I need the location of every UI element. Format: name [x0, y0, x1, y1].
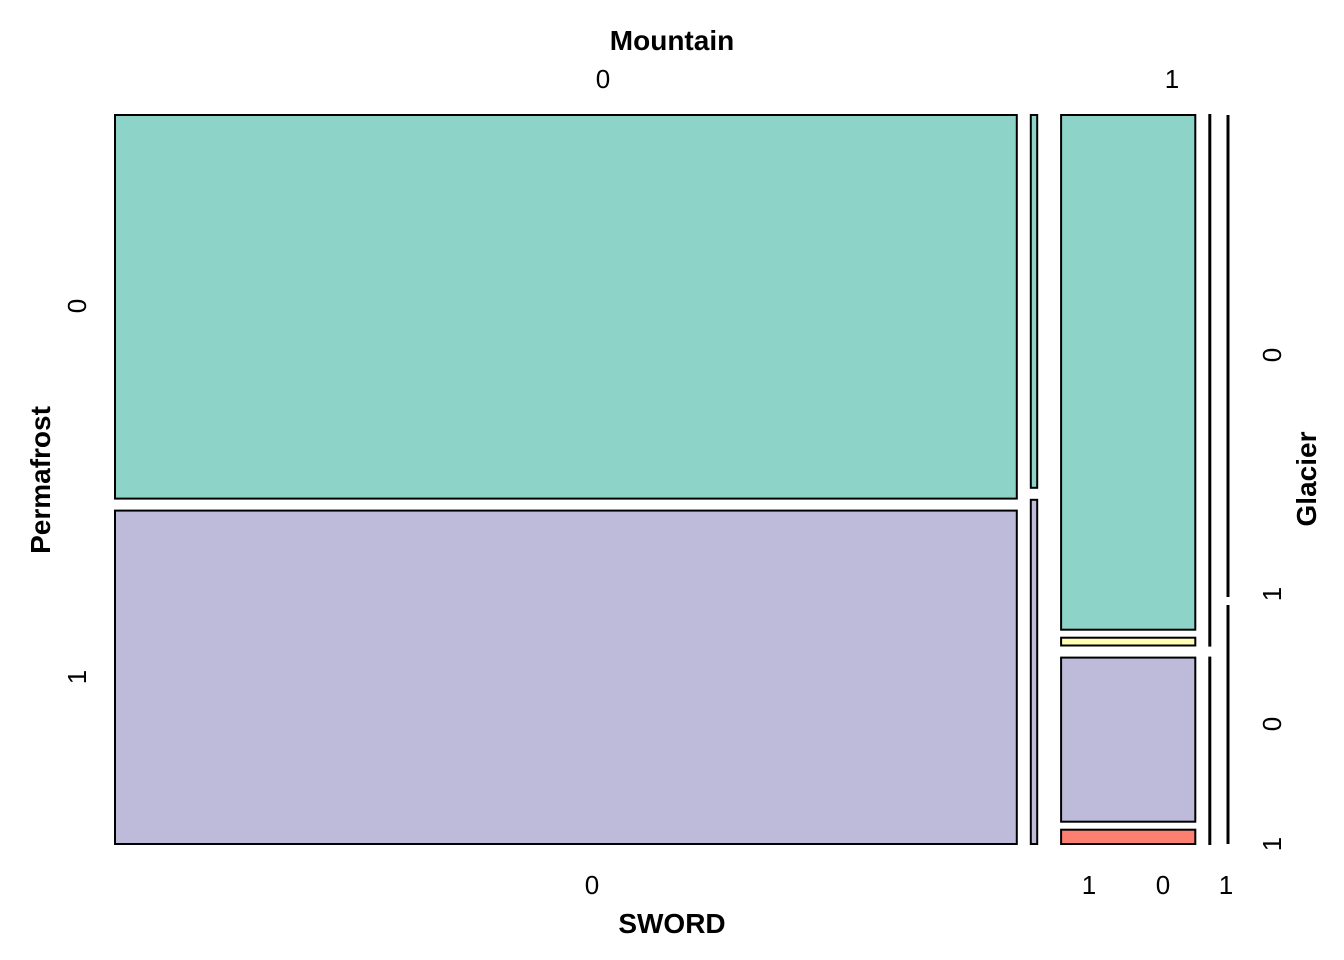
tile-m1-s1-p0 [1208, 114, 1212, 647]
glacier-tick-p0-1: 1 [1257, 587, 1287, 601]
mosaic-tiles [114, 114, 1212, 846]
glacier-tick-p0-0: 0 [1257, 348, 1287, 362]
sword-tick-m1-1: 1 [1219, 870, 1233, 900]
left-variable-title: Permafrost [25, 406, 56, 554]
tile-m1-s0-p1-g1 [1060, 828, 1197, 846]
tile-m0-s1-p0 [1029, 114, 1039, 489]
sword-tick-m0-0: 0 [585, 870, 599, 900]
tile-m1-s0-p1-g0 [1060, 656, 1197, 823]
right-variable-title: Glacier [1291, 431, 1322, 526]
tile-m0-s0-p0 [114, 114, 1018, 500]
permafrost-tick-1: 1 [62, 670, 92, 684]
permafrost-tick-0: 0 [62, 299, 92, 313]
tile-m1-s0-p0-g0 [1060, 114, 1197, 631]
tile-m0-s0-p1 [114, 509, 1018, 845]
mountain-tick-1: 1 [1165, 64, 1179, 94]
bottom-variable-title: SWORD [618, 908, 725, 939]
top-variable-title: Mountain [610, 25, 734, 56]
tile-m0-s1-p1 [1029, 498, 1039, 845]
sword-tick-m0-1: 1 [1082, 870, 1096, 900]
glacier-tick-p1-0: 0 [1257, 717, 1287, 731]
tile-m1-s0-p0-g1 [1060, 636, 1197, 647]
tile-m1-s1-p1 [1208, 656, 1212, 845]
glacier-tick-p1-1: 1 [1257, 837, 1287, 851]
sword-tick-m1-0: 0 [1156, 870, 1170, 900]
mountain-tick-0: 0 [596, 64, 610, 94]
